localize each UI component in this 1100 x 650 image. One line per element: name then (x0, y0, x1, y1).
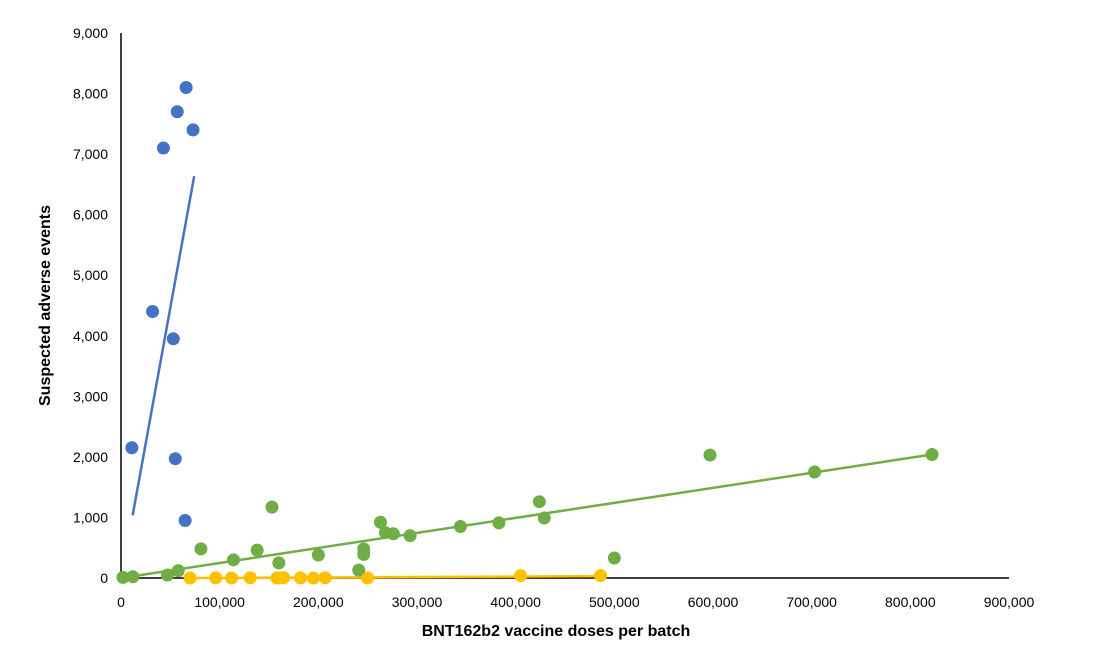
data-point-series-2 (808, 465, 822, 479)
x-tick-label: 700,000 (786, 594, 837, 610)
data-point-series-1 (168, 452, 182, 466)
data-point-series-3 (361, 571, 375, 585)
data-point-series-2 (352, 563, 366, 577)
data-point-series-3 (294, 571, 308, 585)
data-point-series-3 (277, 571, 291, 585)
data-point-series-2 (126, 570, 140, 584)
y-tick-labels: 0 1,000 2,000 3,000 4,000 5,000 6,000 7,000 8,00… (73, 25, 108, 586)
data-point-series-2 (386, 527, 400, 541)
trendlines (119, 175, 934, 580)
data-point-series-1 (170, 105, 184, 119)
x-tick-label: 200,000 (293, 594, 344, 610)
data-point-series-2 (537, 511, 551, 525)
data-point-series-2 (116, 570, 130, 584)
y-tick-label: 3,000 (73, 388, 108, 404)
data-point-series-2 (703, 448, 717, 462)
data-point-series-2 (226, 553, 240, 567)
trendline-1 (131, 175, 196, 516)
x-axis-title: BNT162b2 vaccine doses per batch (422, 623, 691, 640)
data-point-series-2 (607, 551, 621, 565)
data-point-series-2 (532, 495, 546, 509)
axes (120, 33, 1009, 579)
data-point-series-2 (373, 515, 387, 529)
y-tick-label: 0 (100, 570, 108, 586)
x-tick-label: 800,000 (885, 594, 936, 610)
x-tick-label: 300,000 (392, 594, 443, 610)
data-point-series-3 (183, 571, 197, 585)
data-point-series-2 (194, 542, 208, 556)
data-point-series-2 (925, 447, 939, 461)
data-point-series-2 (171, 564, 185, 578)
data-point-series-3 (318, 571, 332, 585)
y-axis-title: Suspected adverse events (37, 205, 54, 406)
data-point-series-3 (225, 571, 239, 585)
data-point-series-1 (178, 513, 192, 527)
data-point-series-3 (514, 569, 528, 583)
y-tick-label: 2,000 (73, 449, 108, 465)
data-point-series-2 (492, 516, 506, 530)
y-tick-label: 5,000 (73, 267, 108, 283)
data-point-series-2 (311, 548, 325, 562)
data-point-series-2 (160, 568, 174, 582)
x-tick-label: 500,000 (589, 594, 640, 610)
x-tick-label: 400,000 (490, 594, 541, 610)
x-tick-label: 0 (117, 594, 125, 610)
data-point-series-1 (166, 332, 180, 346)
y-tick-label: 1,000 (73, 509, 108, 525)
data-point-series-2 (453, 520, 467, 534)
data-point-series-2 (250, 543, 264, 557)
data-point-series-1 (186, 123, 200, 137)
data-point-series-1 (156, 141, 170, 155)
data-point-series-3 (594, 569, 608, 583)
x-tick-label: 600,000 (688, 594, 739, 610)
data-point-series-1 (125, 441, 139, 455)
x-tick-labels: 0 100,000 200,000 300,000 400,000 500,000 600,… (117, 594, 1034, 610)
y-tick-label: 4,000 (73, 328, 108, 344)
data-point-series-1 (179, 81, 193, 94)
y-tick-label: 7,000 (73, 146, 108, 162)
data-point-series-3 (306, 571, 320, 585)
data-point-series-2 (403, 529, 417, 543)
data-point-series-3 (243, 571, 257, 585)
data-point-series-2 (272, 556, 286, 570)
data-point-series-1 (146, 305, 160, 319)
x-tick-label: 900,000 (984, 594, 1035, 610)
data-point-series-3 (209, 571, 223, 585)
trendline-2 (119, 453, 934, 580)
y-tick-label: 6,000 (73, 207, 108, 223)
x-tick-label: 100,000 (194, 594, 245, 610)
y-tick-label: 9,000 (73, 25, 108, 41)
data-point-series-2 (265, 500, 279, 514)
data-points (116, 81, 939, 585)
data-point-series-2 (357, 547, 371, 561)
y-tick-label: 8,000 (73, 86, 108, 102)
trendline-3 (188, 574, 602, 580)
